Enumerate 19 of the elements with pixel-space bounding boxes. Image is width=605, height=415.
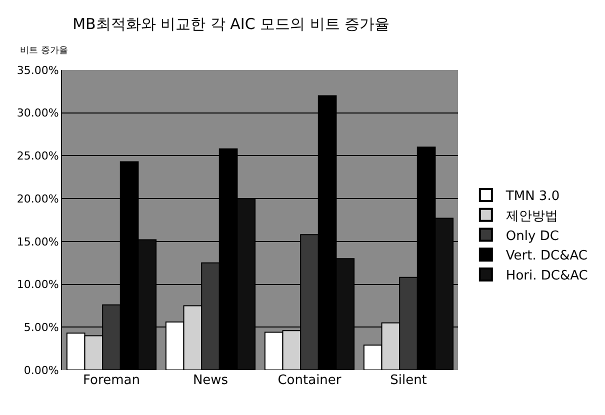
y-tick-label: 5.00% (24, 320, 59, 334)
x-tick-label: Silent (390, 373, 427, 388)
legend-label: TMN 3.0 (504, 189, 560, 204)
y-tick-label: 15.00% (16, 235, 59, 248)
x-tick-label: Container (278, 373, 342, 388)
legend-label: Hori. DC&AC (506, 268, 588, 284)
y-tick-label: 10.00% (16, 278, 59, 292)
y-tick-label: 0.00% (24, 364, 59, 377)
y-tick-label: 30.00% (16, 106, 59, 120)
y-tick-label: 20.00% (16, 192, 59, 206)
y-tick-label: 35.00% (16, 64, 59, 77)
y-tick-label: 25.00% (16, 150, 59, 163)
chart-title: MB최적화와 비교한 각 AIC 모드의 비트 증가율 (72, 15, 390, 34)
x-tick-label: News (192, 373, 228, 388)
legend-label: 제안방법 (506, 208, 558, 224)
legend-label: Only DC (506, 228, 559, 244)
y-axis-title: 비트 증가율 (20, 46, 68, 56)
x-tick-label: Foreman (83, 373, 140, 388)
legend-label: Vert. DC&AC (506, 248, 588, 264)
